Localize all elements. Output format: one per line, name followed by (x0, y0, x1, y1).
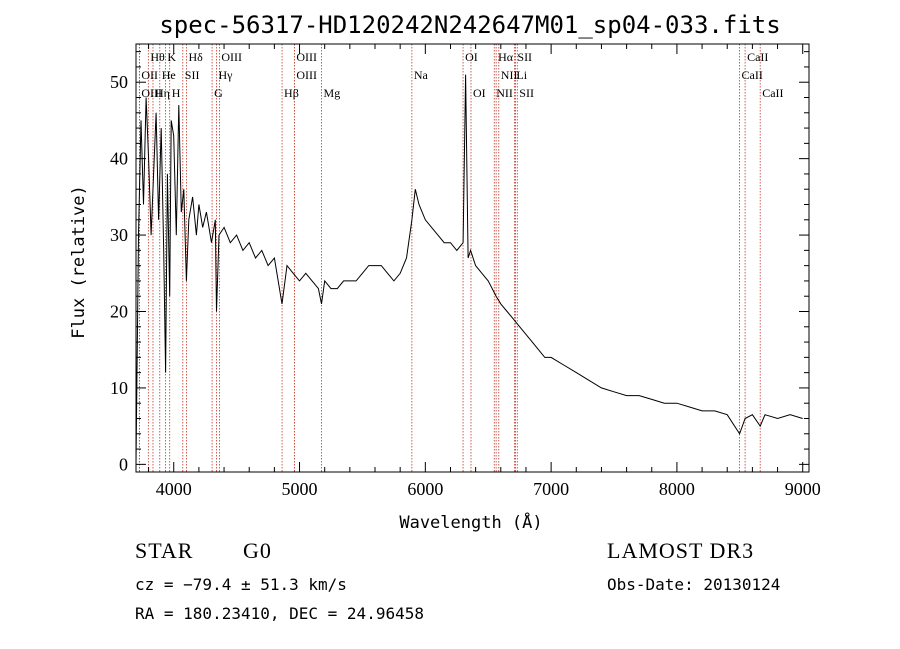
object-type: STAR (135, 538, 194, 563)
x-axis-ticks: 4000 5000 6000 7000 8000 9000 (148, 44, 821, 499)
spectral-line-label: He (162, 68, 176, 82)
flux-series-line (135, 74, 803, 465)
coordinates-readout: RA = 180.23410, DEC = 24.96458 (135, 604, 424, 623)
spectral-line-label: CaII (747, 50, 768, 64)
spectral-line-label: OIII (221, 50, 242, 64)
y-tick-label: 0 (119, 454, 128, 474)
spectral-subclass: G0 (243, 538, 272, 563)
x-tick-label: 8000 (659, 479, 695, 499)
spectral-line-label: Hα (498, 50, 514, 64)
spectral-line-label: Hβ (284, 86, 299, 100)
spectral-line-label: H (172, 86, 181, 100)
y-axis-ticks: 0 10 20 30 40 50 (110, 51, 809, 474)
chart-title: spec-56317-HD120242N242647M01_sp04-033.f… (159, 11, 780, 39)
x-tick-label: 9000 (785, 479, 821, 499)
y-tick-label: 50 (110, 72, 128, 92)
x-tick-label: 4000 (156, 479, 192, 499)
spectral-line-label: SII (519, 86, 534, 100)
spectral-line-label: Hδ (188, 50, 203, 64)
spectral-line-label: Hθ (150, 50, 165, 64)
spectral-line-label: OI (465, 50, 478, 64)
spectral-line-label: SII (185, 68, 200, 82)
y-axis-label: Flux (relative) (69, 185, 89, 339)
spectral-line-label: OIII (296, 68, 317, 82)
spectral-line-markers (138, 44, 761, 472)
spectral-line-label: Hγ (219, 68, 234, 82)
survey-name: LAMOST DR3 (607, 538, 755, 563)
x-axis-label: Wavelength (Å) (399, 511, 542, 533)
spectral-line-label: NII (501, 68, 518, 82)
y-tick-label: 10 (110, 378, 128, 398)
spectral-line-label: OII (141, 68, 158, 82)
spectral-line-label: K (167, 50, 176, 64)
spectral-line-label: Na (414, 68, 429, 82)
y-tick-label: 30 (110, 225, 128, 245)
spectral-line-label: NII (496, 86, 513, 100)
redshift-readout: cz = −79.4 ± 51.3 km/s (135, 575, 347, 594)
spectral-line-label: SII (517, 50, 532, 64)
x-tick-label: 5000 (282, 479, 318, 499)
spectral-line-label: OIII (141, 86, 162, 100)
spectral-line-label: G (214, 86, 223, 100)
spectral-line-label: CaII (762, 86, 783, 100)
spectral-line-label: Hη (155, 86, 170, 100)
spectral-line-label: OIII (296, 50, 317, 64)
y-tick-label: 40 (110, 149, 128, 169)
y-tick-label: 20 (110, 302, 128, 322)
x-tick-label: 7000 (533, 479, 569, 499)
spectral-line-label: CaII (742, 68, 763, 82)
spectral-line-label: Li (516, 68, 527, 82)
plot-frame (135, 43, 810, 473)
spectral-line-label: OI (473, 86, 486, 100)
spectral-line-label: Mg (324, 86, 341, 100)
observation-date: Obs-Date: 20130124 (607, 575, 781, 594)
x-tick-label: 6000 (407, 479, 443, 499)
